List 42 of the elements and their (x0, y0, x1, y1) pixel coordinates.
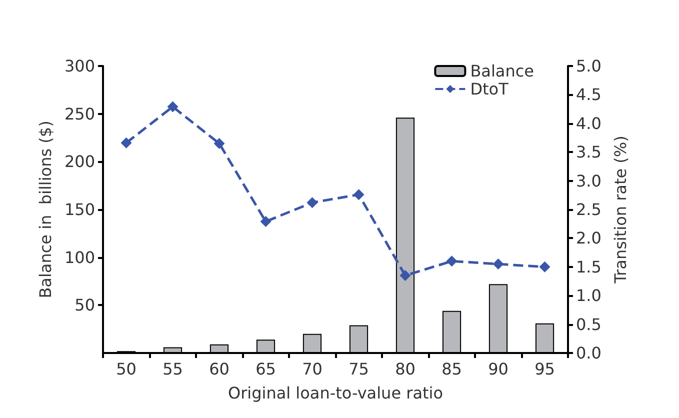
point (167, 101, 178, 112)
x-tick-label: 55 (162, 360, 183, 378)
x-tick-label: 65 (256, 360, 276, 378)
x-tick-label: 95 (534, 360, 555, 378)
point (260, 216, 272, 228)
x-tick-label: 60 (209, 360, 230, 378)
y2-tick-label: 0.0 (576, 344, 602, 362)
legend-label: Balance (470, 62, 534, 80)
y2-tick-label: 5.0 (576, 56, 602, 76)
y-tick-label: 150 (64, 200, 95, 219)
y-tick-label: 50 (74, 296, 95, 315)
point (400, 270, 411, 282)
point (446, 256, 458, 267)
point (306, 197, 318, 208)
y2-tick-label: 1.5 (576, 257, 602, 276)
legend-label: DtoT (470, 80, 509, 98)
y2-tick-label: 2.0 (576, 228, 602, 248)
y2-tick-label: 4.5 (576, 85, 602, 104)
point (120, 137, 132, 148)
x-tick-label: 85 (442, 360, 462, 378)
x-tick-label: 90 (488, 360, 508, 378)
x-tick-label: 70 (302, 360, 322, 378)
y2-axis-title: Transition rate (%) (610, 136, 630, 284)
point (492, 258, 504, 270)
y-tick-label: 200 (64, 152, 95, 172)
point (214, 138, 225, 149)
point (539, 261, 550, 272)
y2-tick-label: 3.5 (576, 142, 602, 162)
y-tick-label: 250 (64, 104, 95, 124)
x-axis-title: Original loan-to-value ratio (228, 384, 444, 402)
x-tick-label: 75 (348, 360, 369, 378)
point (353, 189, 364, 200)
x-tick-label: 80 (395, 360, 416, 378)
y-tick-label: 100 (64, 248, 95, 267)
y-axis-title: Balance in billions ($) (36, 120, 56, 298)
y2-tick-label: 1.0 (576, 286, 602, 306)
x-tick-label: 50 (116, 360, 136, 378)
y2-tick-label: 0.5 (576, 314, 602, 334)
y-tick-label: 300 (64, 56, 95, 76)
y2-tick-label: 3.0 (576, 171, 602, 190)
y2-tick-label: 2.5 (576, 200, 602, 219)
y2-tick-label: 4.0 (576, 114, 602, 133)
